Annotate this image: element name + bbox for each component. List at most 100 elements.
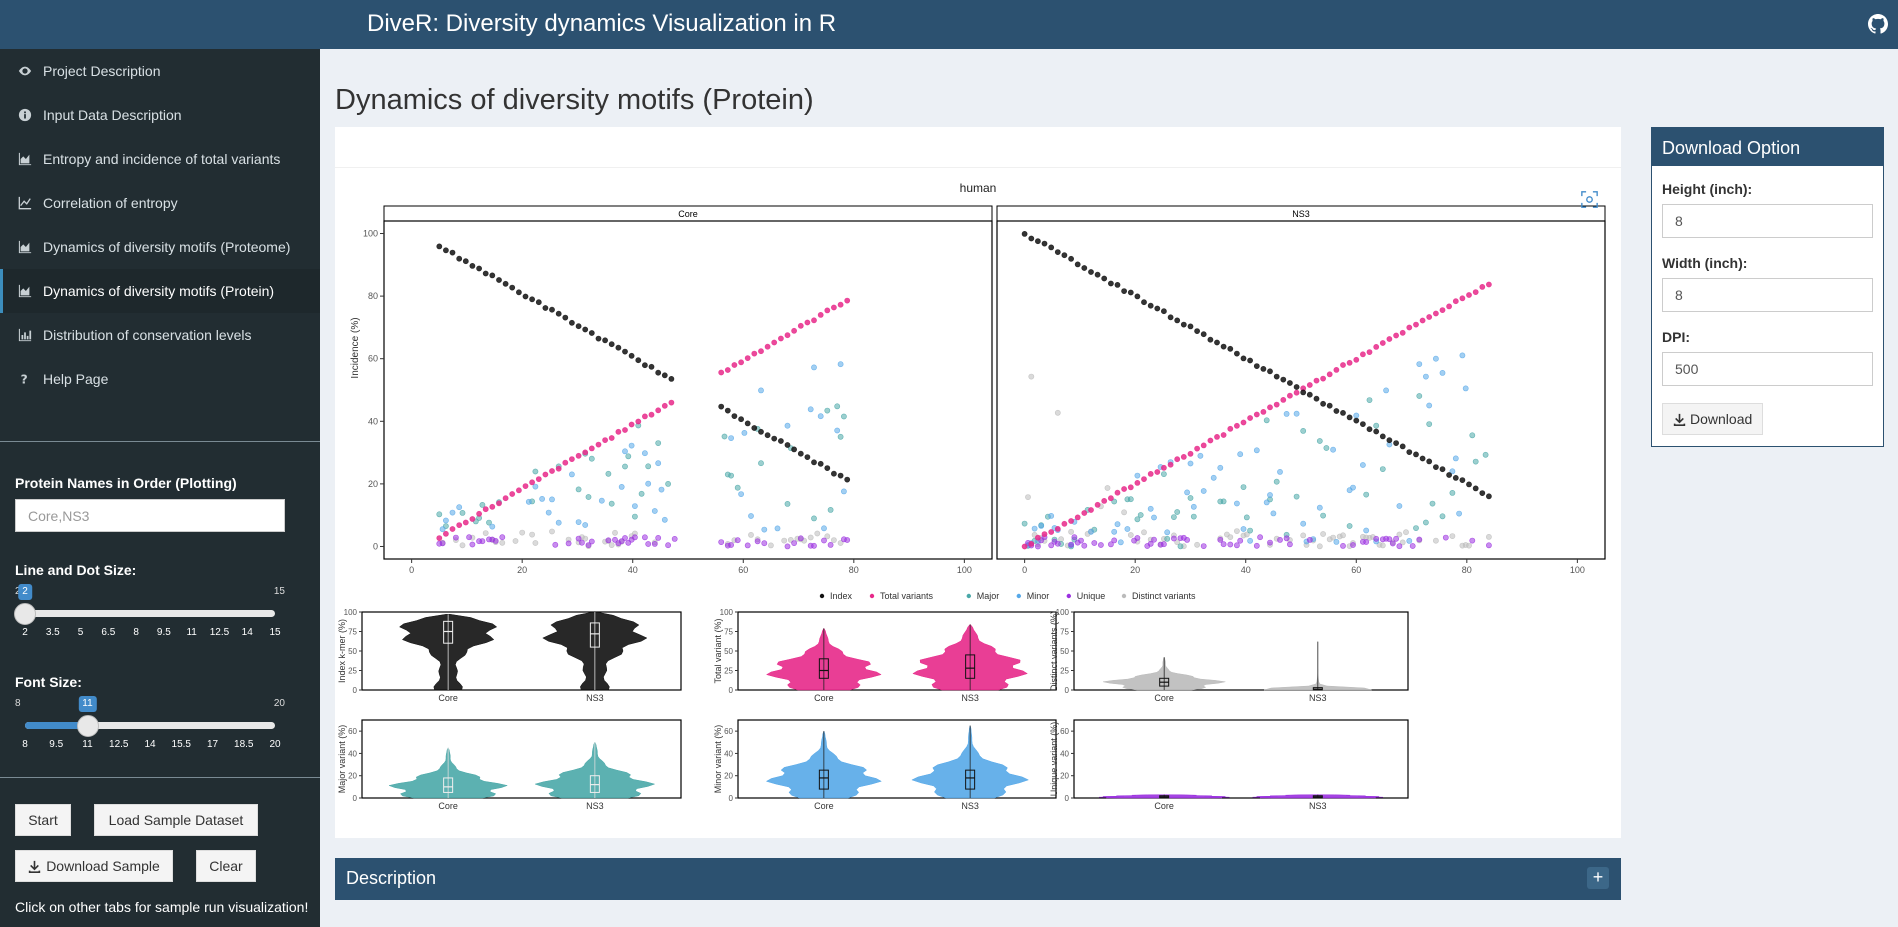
point-total-variants (608, 435, 615, 441)
point-index (582, 326, 589, 333)
clear-button[interactable]: Clear (196, 850, 256, 882)
point-index (1174, 317, 1181, 324)
sidebar-item-entropy-and-incidence-of-total-variants[interactable]: Entropy and incidence of total variants (0, 137, 320, 181)
point-distinct-variants (512, 538, 519, 544)
point-minor (1031, 525, 1038, 532)
point-total-variants (615, 428, 622, 435)
font-size-slider[interactable]: 8 20 11 8 9.5 11 12.5 14 15.5 17 18.5 20 (15, 696, 285, 756)
point-total-variants (622, 427, 628, 433)
point-total-variants (522, 483, 529, 489)
point-minor (1164, 529, 1171, 536)
violin-y-label: Index k-mer (%) (337, 619, 347, 683)
y-tick-label: 80 (368, 291, 378, 301)
violin-panel-frame (1073, 719, 1409, 799)
height-input[interactable] (1662, 204, 1873, 238)
violin-y-label: Unique variant (%) (1049, 722, 1059, 797)
point-index (797, 450, 804, 457)
point-minor (834, 427, 841, 434)
point-index (1081, 265, 1088, 271)
point-major (1379, 466, 1386, 472)
point-major (1472, 458, 1479, 465)
x-tick-label: 20 (517, 565, 527, 575)
point-major (721, 433, 728, 440)
point-index (615, 344, 622, 351)
expand-icon[interactable] (1581, 191, 1598, 208)
description-expand-button[interactable]: + (1587, 867, 1609, 889)
sidebar-item-correlation-of-entropy[interactable]: Correlation of entropy (0, 181, 320, 225)
sidebar-item-dynamics-of-diversity-motifs-protein[interactable]: Dynamics of diversity motifs (Protein) (0, 269, 320, 313)
load-sample-button[interactable]: Load Sample Dataset (94, 804, 258, 836)
point-unique (821, 537, 827, 544)
point-total-variants (1313, 377, 1320, 384)
violin-x-label: NS3 (1309, 801, 1327, 811)
point-index (744, 420, 751, 427)
point-minor (1363, 527, 1370, 534)
point-total-variants (456, 522, 463, 528)
point-minor (761, 526, 768, 533)
point-total-variants (449, 526, 456, 532)
point-total-variants (575, 452, 582, 459)
point-minor (1048, 512, 1055, 519)
slider-tick-label: 15.5 (171, 739, 191, 750)
sidebar-item-help-page[interactable]: ? Help Page (0, 357, 320, 401)
sidebar-item-input-data-description[interactable]: Input Data Description (0, 93, 320, 137)
point-index (1479, 490, 1486, 496)
point-index (791, 446, 797, 453)
point-index (1167, 314, 1174, 321)
slider-track[interactable] (25, 610, 275, 617)
point-unique (479, 538, 486, 545)
violin-box (443, 777, 454, 793)
width-input[interactable] (1662, 278, 1873, 312)
dpi-input[interactable] (1662, 352, 1873, 386)
point-unique (578, 539, 585, 546)
point-distinct-variants (529, 531, 535, 538)
point-distinct-variants (1396, 531, 1403, 538)
point-major (605, 470, 612, 477)
point-unique (565, 540, 572, 547)
point-total-variants (764, 343, 771, 350)
point-minor (748, 513, 754, 519)
point-distinct-variants (1054, 409, 1061, 416)
slider-thumb[interactable] (76, 715, 99, 737)
point-index (718, 403, 725, 410)
point-total-variants (1247, 415, 1253, 421)
y-tick-label: 100 (363, 229, 378, 239)
x-tick-label: 40 (628, 565, 638, 575)
point-index (1207, 336, 1214, 343)
point-minor (1350, 484, 1356, 491)
point-index (1048, 244, 1055, 251)
facet-label: Core (678, 209, 698, 219)
point-major (1320, 512, 1326, 519)
point-major (1247, 527, 1253, 534)
point-index (661, 372, 668, 379)
start-button[interactable]: Start (15, 804, 71, 836)
protein-names-input[interactable] (15, 499, 285, 532)
point-index (462, 258, 469, 265)
point-minor (821, 525, 827, 532)
legend-marker (1066, 593, 1071, 599)
point-index (1114, 281, 1121, 288)
point-minor (655, 460, 662, 467)
point-index (837, 472, 844, 479)
download-sample-button[interactable]: Download Sample (15, 850, 173, 882)
github-icon[interactable] (1868, 14, 1888, 34)
slider-tick-label: 15 (269, 627, 281, 638)
slider-track[interactable] (25, 722, 275, 729)
x-tick-label: 60 (738, 565, 748, 575)
point-index (1459, 477, 1466, 483)
point-minor (1197, 452, 1204, 459)
slider-thumb[interactable] (14, 603, 36, 625)
sidebar-item-dynamics-of-diversity-motifs-proteome[interactable]: Dynamics of diversity motifs (Proteome) (0, 225, 320, 269)
point-major (758, 460, 764, 467)
point-minor (582, 522, 589, 528)
point-total-variants (1154, 469, 1161, 475)
point-distinct-variants (814, 530, 821, 537)
download-button[interactable]: Download (1662, 403, 1764, 435)
violin-y-tick-label: 50 (348, 647, 357, 656)
point-total-variants (1234, 422, 1240, 429)
point-total-variants (568, 456, 575, 462)
point-index (1161, 308, 1167, 315)
sidebar-item-distribution-of-conservation-levels[interactable]: Distribution of conservation levels (0, 313, 320, 357)
sidebar-item-project-description[interactable]: Project Description (0, 49, 320, 93)
